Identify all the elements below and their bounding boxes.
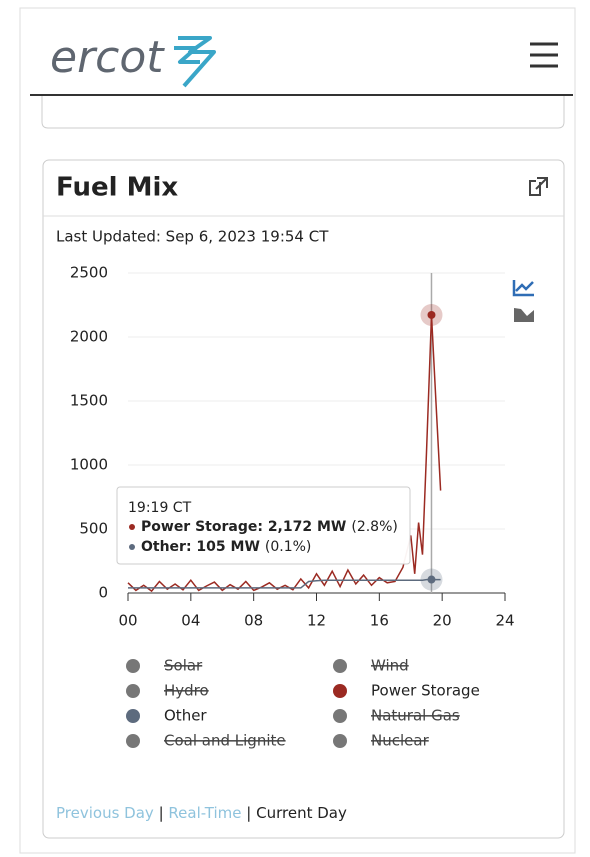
card-title: Fuel Mix	[56, 173, 178, 203]
current-day: Current Day	[256, 804, 347, 822]
previous-day-link[interactable]: Previous Day	[56, 804, 154, 822]
legend-swatch	[333, 684, 347, 698]
tooltip-box	[116, 486, 411, 565]
legend-swatch	[333, 734, 347, 748]
line-chart-toggle[interactable]	[512, 280, 534, 297]
logo[interactable]: ercot	[50, 32, 165, 83]
plot: 0 500 1000 1500 2000 2500 00 04 08 12 16 20 24 19:19 …	[70, 264, 515, 630]
separator: |	[159, 804, 164, 822]
x-tick-label: 04	[181, 612, 200, 630]
tooltip-item: Power Storage: 2,172 MW (2.8%)	[141, 519, 398, 535]
legend-swatch	[126, 684, 140, 698]
x-tick-label: 08	[244, 612, 263, 630]
x-tick-label: 12	[307, 612, 326, 630]
y-tick-label: 1500	[70, 392, 108, 410]
legend-swatch	[126, 659, 140, 673]
legend-label[interactable]: Wind	[371, 657, 409, 675]
y-tick-label: 2500	[70, 264, 108, 282]
footer-nav: Previous Day | Real-Time | Current Day	[56, 804, 347, 822]
menu-button[interactable]	[530, 42, 558, 68]
legend-label[interactable]: Natural Gas	[371, 707, 460, 725]
legend: Solar Wind Hydro Power Storage Other Natural …	[126, 657, 480, 750]
logo-icon	[174, 36, 216, 88]
tooltip-share: (2.8%)	[351, 519, 398, 535]
x-tick-label: 00	[118, 612, 137, 630]
y-tick-label: 500	[79, 520, 108, 538]
y-tick-label: 1000	[70, 456, 108, 474]
tooltip-dot	[129, 544, 135, 550]
last-updated: Last Updated: Sep 6, 2023 19:54 CT	[56, 228, 329, 246]
x-tick-label: 20	[433, 612, 452, 630]
tooltip: 19:19 CT Power Storage: 2,172 MW (2.8%) Oth…	[116, 486, 411, 565]
tooltip-label: Other: 105 MW	[141, 539, 260, 555]
x-tick-label: 24	[495, 612, 514, 630]
legend-swatch	[126, 709, 140, 723]
y-tick-label: 0	[98, 584, 108, 602]
legend-label[interactable]: Nuclear	[371, 732, 430, 750]
separator: |	[246, 804, 251, 822]
tooltip-dot	[129, 524, 135, 530]
tooltip-time: 19:19 CT	[128, 500, 192, 516]
real-time-link[interactable]: Real-Time	[168, 804, 241, 822]
hover-point	[427, 575, 436, 584]
legend-label[interactable]: Other	[164, 707, 207, 725]
series-line	[128, 578, 441, 589]
legend-label[interactable]: Solar	[164, 657, 203, 675]
y-tick-label: 2000	[70, 328, 108, 346]
legend-label[interactable]: Coal and Lignite	[164, 732, 286, 750]
legend-swatch	[333, 659, 347, 673]
legend-swatch	[126, 734, 140, 748]
hover-point	[427, 310, 436, 319]
x-tick-label: 16	[370, 612, 389, 630]
area-chart-toggle[interactable]	[514, 308, 534, 322]
legend-label[interactable]: Power Storage	[371, 682, 480, 700]
tooltip-item: Other: 105 MW (0.1%)	[141, 539, 311, 555]
legend-label[interactable]: Hydro	[164, 682, 209, 700]
legend-swatch	[333, 709, 347, 723]
open-external[interactable]	[529, 177, 548, 196]
previous-card	[41, 96, 565, 129]
tooltip-share: (0.1%)	[265, 539, 312, 555]
tooltip-label: Power Storage: 2,172 MW	[141, 519, 346, 535]
